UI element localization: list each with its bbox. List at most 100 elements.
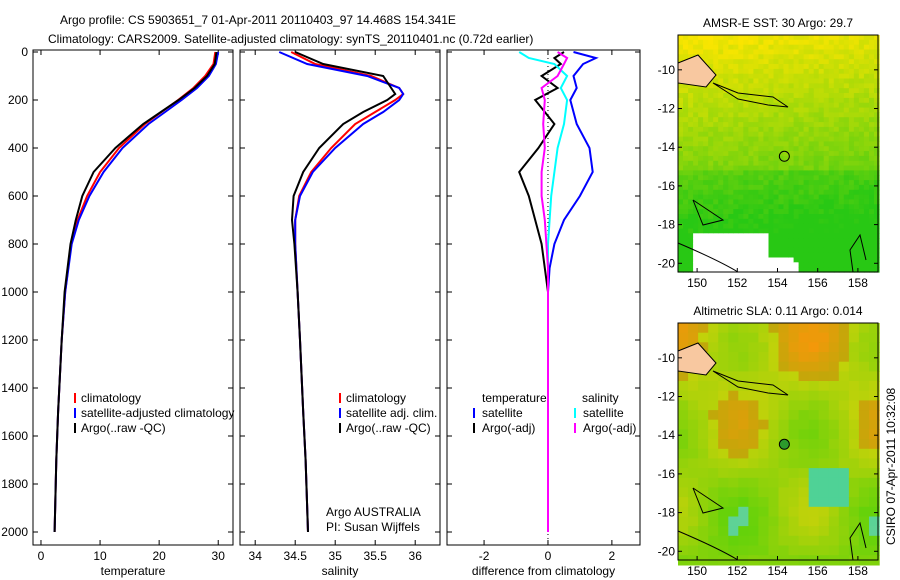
map-cell <box>838 252 845 259</box>
map-cell <box>783 160 790 167</box>
map-cell <box>808 410 820 421</box>
legend-label: Argo(..raw -QC) <box>81 421 166 435</box>
map-cell <box>773 49 780 55</box>
map-cell <box>848 175 855 181</box>
map-cell <box>833 35 840 41</box>
map-cell <box>753 122 759 128</box>
map-cell <box>713 233 719 239</box>
map-cell <box>738 497 749 508</box>
map-cell <box>703 146 709 152</box>
map-cell <box>778 170 785 176</box>
map-cell <box>748 39 754 46</box>
map-cell <box>758 102 764 109</box>
map-cell <box>723 151 729 157</box>
map-cell <box>863 97 870 104</box>
map-cell <box>768 506 780 518</box>
map-cell <box>848 506 860 518</box>
map-cell <box>713 117 719 123</box>
map-cell <box>763 238 769 244</box>
map-cell <box>874 223 880 229</box>
map-cell <box>688 323 699 334</box>
map-cell <box>828 68 835 75</box>
map-cell <box>768 180 775 186</box>
map-cell <box>853 194 860 200</box>
map-cell <box>728 44 734 51</box>
map-cell <box>838 155 845 162</box>
map-cell <box>843 141 850 147</box>
map-cell <box>863 73 870 80</box>
map-cell <box>698 199 704 205</box>
map-cell <box>768 218 775 225</box>
map-cell <box>758 184 764 191</box>
map-cell <box>813 247 820 254</box>
map-cell <box>778 243 785 249</box>
map-cell <box>838 54 845 60</box>
map-cell <box>843 39 850 46</box>
map-cell <box>763 262 769 268</box>
map-cell <box>858 204 865 210</box>
map-cell <box>818 107 825 113</box>
map-cell <box>768 131 775 138</box>
map-cell <box>738 371 749 382</box>
map-cell <box>758 262 764 268</box>
map-cell <box>678 257 684 263</box>
map-cell <box>743 223 749 229</box>
map-cell <box>698 342 709 353</box>
map-cell <box>733 54 739 60</box>
map-cell <box>808 107 815 113</box>
map-cell <box>863 49 870 55</box>
map-cell <box>778 35 785 41</box>
map-cell <box>823 136 830 142</box>
map-cell <box>763 44 769 51</box>
map-cell <box>778 371 790 382</box>
map-cell <box>848 184 855 191</box>
map-cell <box>823 44 830 51</box>
map-cell <box>693 88 699 94</box>
map-cell <box>758 516 770 527</box>
map-cell <box>748 204 754 210</box>
map-cell <box>693 267 699 273</box>
map-cell <box>803 102 810 109</box>
map-cell <box>703 126 709 133</box>
map-cell <box>793 165 800 171</box>
map-cell <box>828 146 835 152</box>
map-cell <box>823 131 830 138</box>
map-cell <box>748 146 754 152</box>
map-cell <box>874 204 880 210</box>
map-cell <box>874 68 880 75</box>
map-cell <box>858 342 870 353</box>
map-cell <box>818 39 825 46</box>
map-cell <box>818 59 825 65</box>
map-cell <box>678 468 689 479</box>
map-cell <box>874 93 880 99</box>
map-cell <box>778 117 785 123</box>
map-cell <box>768 73 775 80</box>
map-cell <box>688 160 694 167</box>
map-cell <box>869 35 875 41</box>
map-cell <box>858 93 865 99</box>
map-axes-box <box>677 34 879 273</box>
map-cell <box>828 54 835 60</box>
map-cell <box>708 44 714 51</box>
map-cell <box>813 54 820 60</box>
map-cell <box>833 131 840 138</box>
map-cell <box>838 102 845 109</box>
map-cell <box>823 107 830 113</box>
map-cell <box>853 141 860 147</box>
map-cell <box>678 199 684 205</box>
map-cell <box>818 429 830 440</box>
map-cell <box>718 545 729 556</box>
map-cell <box>753 146 759 152</box>
map-cell <box>718 238 724 244</box>
map-cell <box>798 233 805 239</box>
map-cell <box>838 93 845 99</box>
map-cell <box>808 93 815 99</box>
map-cell <box>743 44 749 51</box>
map-cell <box>693 223 699 229</box>
map-cell <box>848 223 855 229</box>
map-cell <box>718 332 729 343</box>
map-cell <box>823 93 830 99</box>
map-cell <box>848 180 855 186</box>
